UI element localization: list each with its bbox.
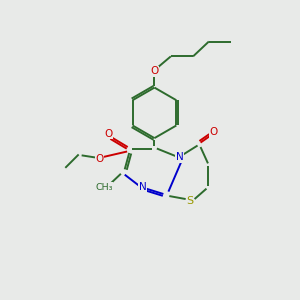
Text: N: N (176, 152, 184, 162)
Text: O: O (150, 66, 159, 76)
Text: S: S (187, 196, 194, 206)
Text: CH₃: CH₃ (95, 183, 113, 192)
Text: O: O (210, 127, 218, 137)
Text: O: O (95, 154, 104, 164)
Text: O: O (104, 129, 112, 139)
Text: N: N (139, 182, 146, 192)
